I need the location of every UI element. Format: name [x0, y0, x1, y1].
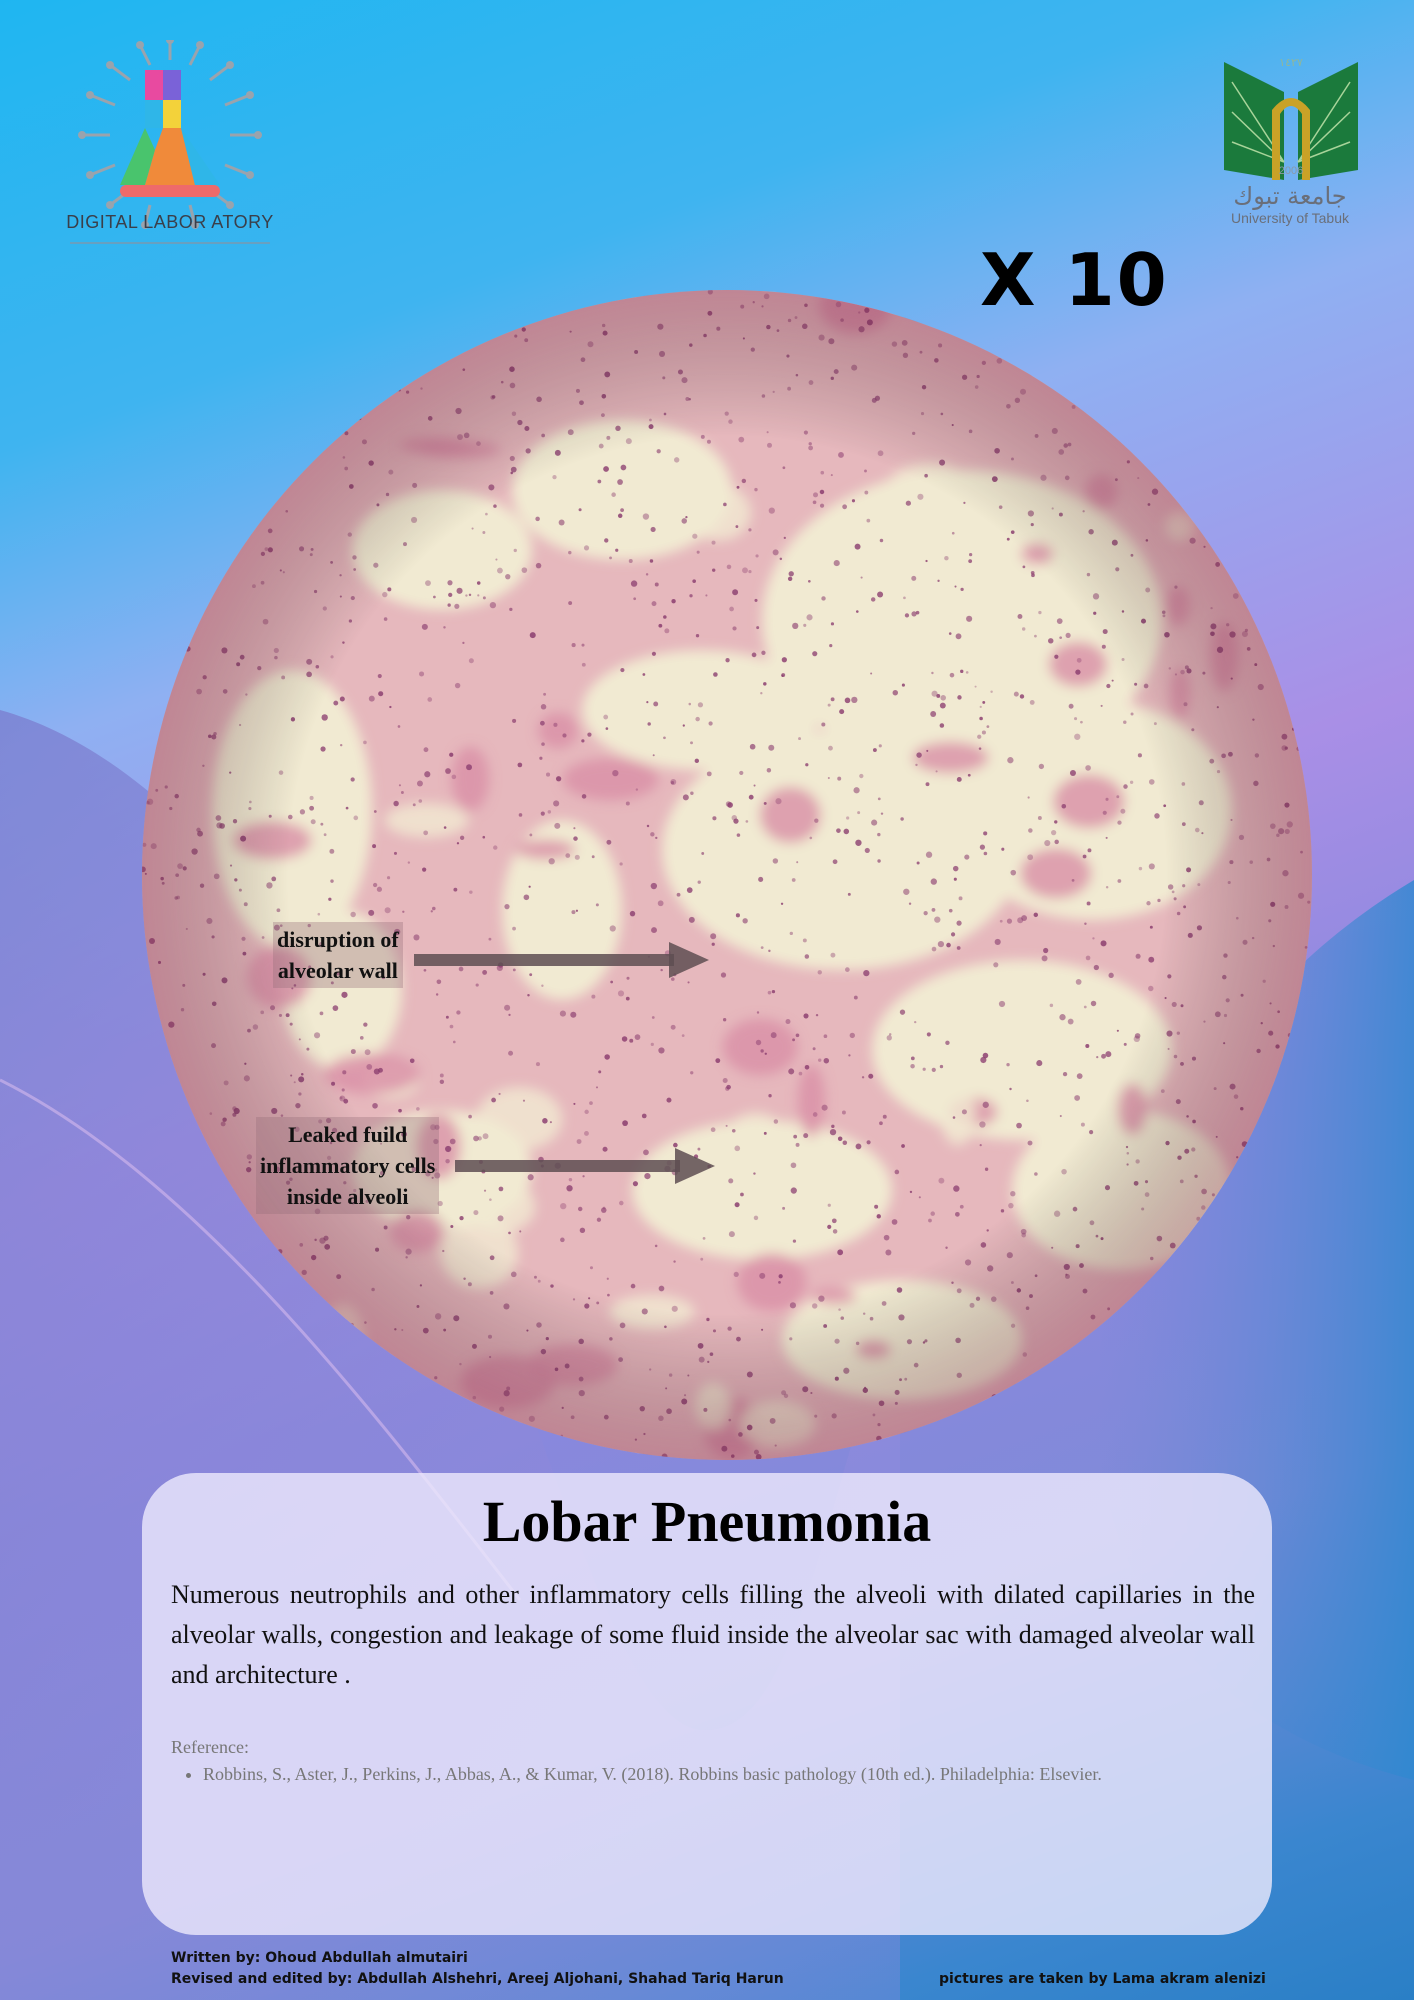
reference-item: Robbins, S., Aster, J., Perkins, J., Abb… — [203, 1760, 1263, 1788]
reference-list: Robbins, S., Aster, J., Perkins, J., Abb… — [171, 1760, 1263, 1788]
annotation-line: inflammatory cells — [260, 1153, 436, 1178]
magnification-label: X 10 — [980, 238, 1169, 322]
annotation-leaked-fluid: Leaked fuild inflammatory cells inside a… — [256, 1117, 440, 1214]
reference-heading: Reference: — [171, 1737, 249, 1757]
tabuk-logo-year-arabic: ١٤٢٧ — [1279, 56, 1303, 69]
annotation-line: inside alveoli — [286, 1184, 409, 1209]
annotation-line: disruption of — [277, 927, 399, 952]
histology-micrograph — [142, 290, 1312, 1460]
annotation-line: alveolar wall — [277, 958, 398, 983]
page-title: Lobar Pneumonia — [482, 1489, 932, 1554]
tabuk-logo-year: 2006 — [1278, 165, 1304, 177]
info-card — [142, 1473, 1272, 1935]
description-text: Numerous neutrophils and other inflammat… — [171, 1580, 1255, 1689]
annotation-disruption-alveolar-wall: disruption of alveolar wall — [273, 922, 403, 988]
tabuk-logo-arabic-name: جامعة تبوك — [1233, 182, 1347, 210]
logo-subtitle-line — [70, 242, 270, 244]
arrow-disruption-alveolar-wall — [414, 942, 709, 978]
revised-by-credit: Revised and edited by: Abdullah Alshehri… — [171, 1971, 784, 1987]
microscope-image — [142, 290, 1312, 1460]
digital-laboratory-logo-text: DIGITAL LABOR ATORY — [66, 212, 274, 232]
pictures-by-credit: pictures are taken by Lama akram alenizi — [939, 1971, 1266, 1987]
annotation-line: Leaked fuild — [288, 1122, 408, 1147]
university-of-tabuk-logo: ١٤٢٧ — [1224, 56, 1358, 180]
written-by-credit: Written by: Ohoud Abdullah almutairi — [171, 1950, 468, 1966]
tabuk-logo-english-name: University of Tabuk — [1230, 210, 1349, 226]
digital-laboratory-logo — [78, 40, 262, 229]
arrow-leaked-fluid — [455, 1148, 715, 1184]
